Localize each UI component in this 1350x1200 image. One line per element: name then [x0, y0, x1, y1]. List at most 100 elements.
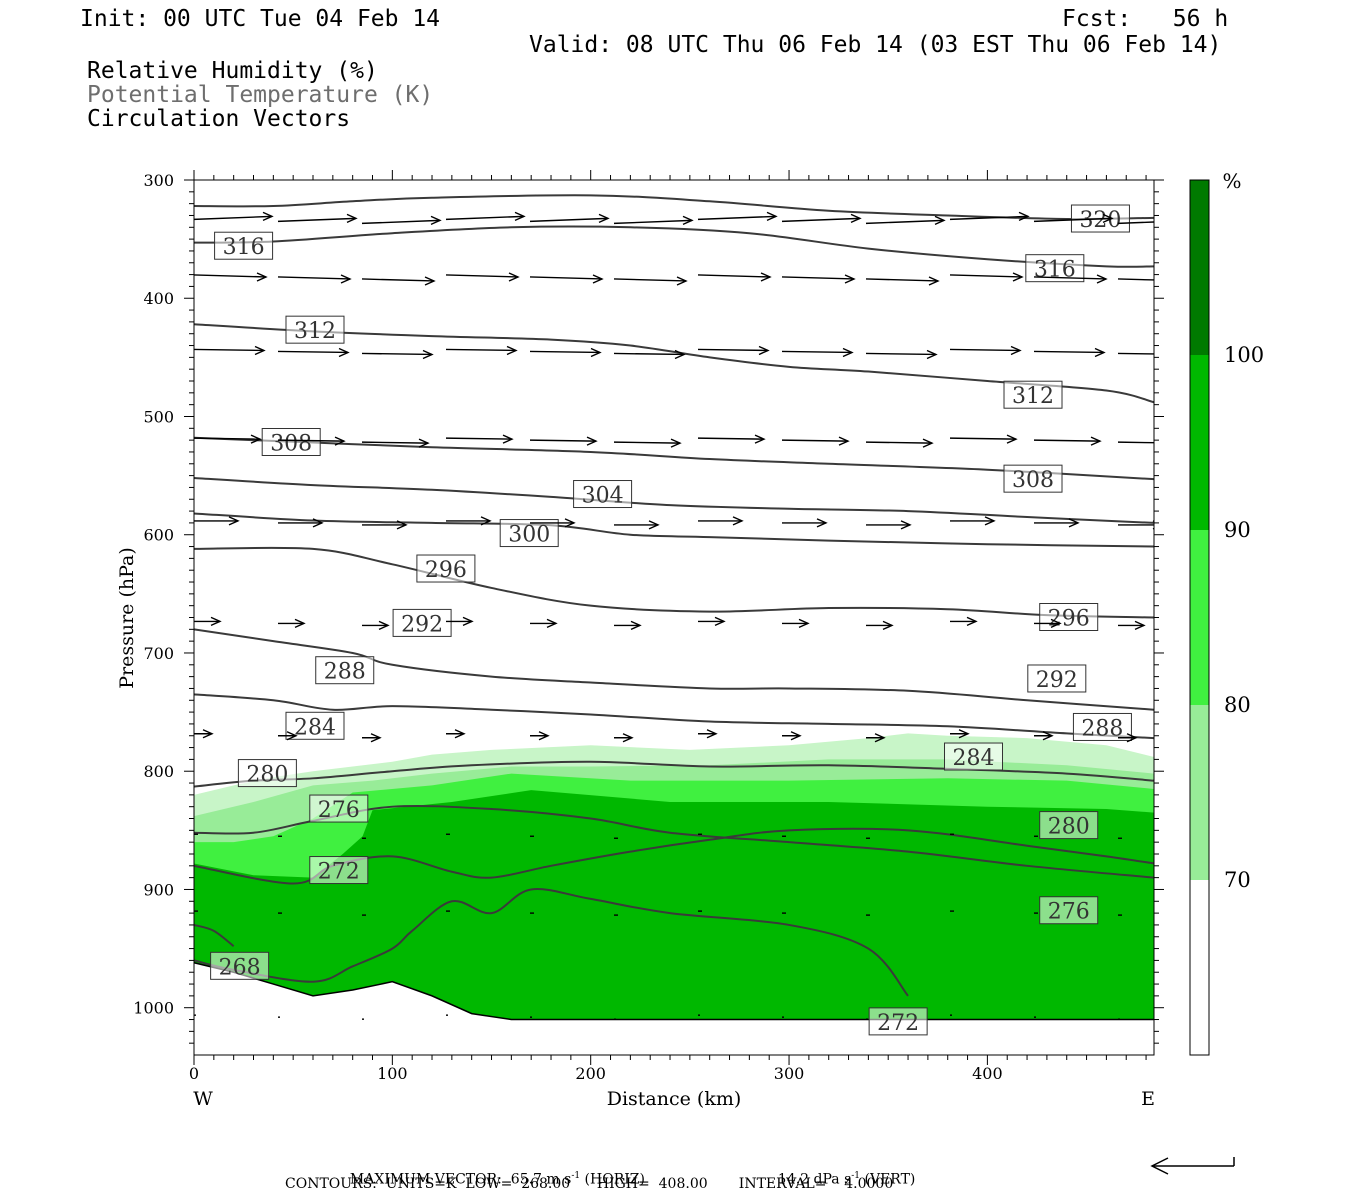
vector-shaft — [194, 215, 273, 221]
theta-label-284: 284 — [285, 711, 345, 740]
theta-label-text: 316 — [1034, 258, 1076, 283]
vector-head — [210, 616, 222, 627]
theta-label-text: 308 — [270, 432, 312, 457]
vector-head — [928, 276, 940, 286]
vector-shaft — [361, 278, 435, 282]
theta-label-text: 272 — [877, 1011, 919, 1036]
vector-head — [922, 438, 934, 448]
vector-shaft — [529, 350, 601, 354]
vector-shaft — [277, 276, 351, 280]
forecast-hour: Fcst: 56 h — [1062, 6, 1229, 32]
vector-head — [838, 436, 850, 446]
theta-label-box — [1070, 204, 1130, 233]
vector-shaft — [445, 437, 513, 440]
vector-head — [378, 620, 390, 631]
horiz-label: (HORIZ) — [580, 1171, 645, 1188]
reference-vector-head — [1150, 1157, 1169, 1175]
vector-shaft — [697, 437, 765, 440]
theta-label-272: 272 — [309, 856, 369, 885]
vector-head — [228, 516, 240, 526]
vector-head — [1018, 211, 1030, 222]
theta-label-text: 288 — [1081, 716, 1123, 741]
vector-shaft — [1117, 278, 1154, 281]
vector-head — [454, 729, 466, 739]
y-tick-label: 800 — [143, 762, 174, 781]
colorbar-frame — [1189, 179, 1210, 1056]
theta-label-box — [214, 231, 274, 260]
vector-shaft — [1117, 352, 1154, 355]
vector-head — [816, 518, 828, 528]
vector-head — [874, 733, 886, 743]
vector-head — [760, 272, 772, 282]
theta-label-text: 280 — [246, 763, 288, 788]
vector-head — [424, 276, 436, 286]
vector-head — [538, 731, 550, 741]
colorbar-label: 70 — [1224, 868, 1251, 892]
theta-label-box — [309, 794, 369, 823]
vector-shaft — [194, 274, 267, 278]
theta-label-text: 304 — [582, 484, 624, 509]
vector-shaft — [1033, 217, 1113, 223]
theta-label-box — [573, 480, 633, 509]
vector-head — [758, 345, 770, 356]
theta-label-text: 312 — [1012, 384, 1054, 409]
theta-label-292: 292 — [392, 608, 452, 637]
theta-label-box — [1039, 811, 1099, 840]
y-tick-label: 700 — [143, 644, 174, 663]
theta-label-box — [285, 315, 345, 344]
vector-shaft — [781, 439, 849, 442]
vector-head — [256, 272, 268, 282]
vector-head — [262, 211, 274, 222]
theta-label-308: 308 — [261, 428, 321, 457]
vector-shaft — [1033, 439, 1101, 442]
vector-head — [1102, 213, 1114, 224]
theta-label-box — [1027, 664, 1087, 693]
theta-label-text: 296 — [425, 558, 467, 583]
theta-contour-296 — [194, 546, 1154, 619]
vector-shaft — [445, 274, 519, 278]
legend-theta: Potential Temperature (K) — [87, 82, 434, 108]
theta-label-box — [315, 656, 375, 685]
colorbar-label: 80 — [1224, 693, 1251, 717]
theta-label-box — [210, 951, 270, 980]
vector-head — [1134, 620, 1146, 631]
vector-head — [546, 618, 558, 629]
theta-label-316: 316 — [214, 231, 274, 260]
vector-shaft — [1117, 441, 1154, 444]
vector-head — [1096, 274, 1108, 284]
vector-shaft — [1033, 276, 1107, 280]
vector-shaft — [361, 219, 441, 225]
legend-rh: Relative Humidity (%) — [87, 58, 378, 84]
vector-head — [732, 516, 744, 526]
theta-contour-292 — [194, 628, 1154, 711]
vector-head — [958, 729, 970, 739]
vector-shaft — [361, 441, 429, 444]
max-vector-vert-info: 14.2 dPa s-1 (VERT) — [777, 1171, 916, 1188]
vector-shaft — [865, 352, 937, 356]
x-end-label-west: W — [193, 1088, 213, 1110]
vector-head — [900, 520, 912, 530]
vector-shaft — [949, 215, 1029, 221]
vector-head — [480, 516, 492, 526]
vector-shaft — [949, 437, 1017, 440]
y-tick-label: 1000 — [133, 999, 174, 1018]
vector-head — [1012, 272, 1024, 282]
vector-head — [1050, 618, 1062, 629]
vector-head — [850, 213, 862, 224]
max-vector-info: MAXIMUM VECTOR: 65.7 m s-1 (HORIZ) — [349, 1171, 645, 1188]
x-tick-label: 200 — [575, 1064, 606, 1083]
vector-head — [1006, 434, 1018, 444]
vector-head — [338, 347, 350, 358]
init-time: Init: 00 UTC Tue 04 Feb 14 — [80, 6, 441, 32]
y-tick-label: 500 — [143, 407, 174, 426]
vector-shaft — [1033, 350, 1105, 354]
reference-vector — [1150, 1157, 1235, 1175]
vector-shaft — [613, 219, 693, 225]
vector-head — [1042, 731, 1054, 741]
axis-ticks — [184, 170, 1164, 1065]
theta-label-text: 284 — [294, 715, 336, 740]
theta-contour-308 — [194, 436, 1154, 481]
colorbar-segment-top — [1190, 180, 1209, 355]
vector-head — [202, 729, 214, 739]
vector-shaft — [529, 276, 603, 280]
